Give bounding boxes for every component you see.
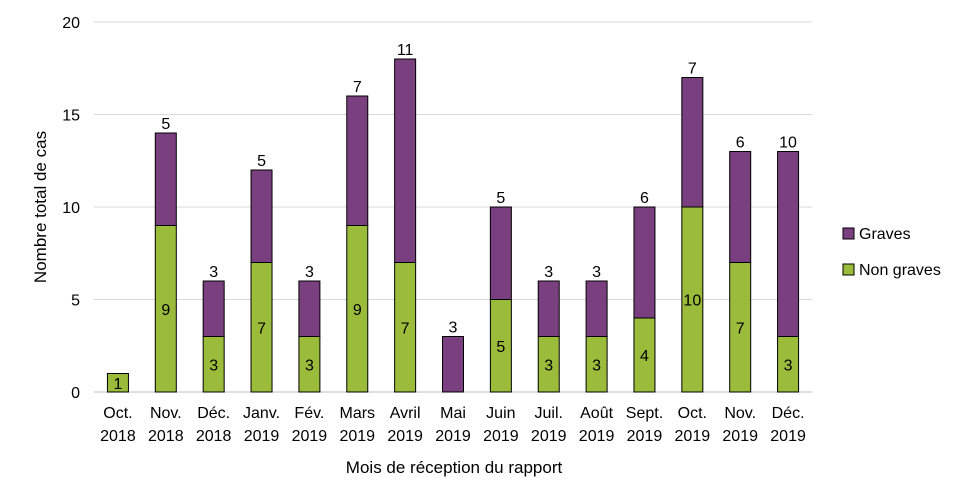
data-label-non-graves: 7 xyxy=(257,320,266,337)
y-tick-label: 0 xyxy=(71,385,80,402)
data-label-non-graves: 9 xyxy=(353,302,362,319)
bar-graves xyxy=(777,151,800,337)
bar-graves xyxy=(489,206,512,300)
legend-swatch xyxy=(842,263,855,276)
x-tick-label-year: 2019 xyxy=(675,428,711,445)
data-label-graves: 3 xyxy=(305,264,314,281)
x-tick-label-year: 2019 xyxy=(387,428,423,445)
data-label-non-graves: 3 xyxy=(592,357,601,374)
bar-graves xyxy=(681,77,704,208)
data-label-graves: 5 xyxy=(161,116,170,133)
x-tick-label-year: 2019 xyxy=(770,428,806,445)
data-label-graves: 5 xyxy=(257,153,266,170)
x-tick-label-year: 2019 xyxy=(435,428,471,445)
x-tick-label-year: 2019 xyxy=(579,428,615,445)
bar-graves xyxy=(298,280,321,337)
data-label-graves: 7 xyxy=(353,79,362,96)
legend-swatch xyxy=(842,227,855,240)
y-tick-labels: 0 5 10 15 20 xyxy=(62,15,80,402)
x-tick-label-month: Avril xyxy=(390,405,421,422)
x-tick-label-year: 2018 xyxy=(148,428,184,445)
x-tick-label-month: Oct. xyxy=(678,405,707,422)
data-label-non-graves: 9 xyxy=(161,302,170,319)
x-tick-labels: Oct. 2018 Nov. 2018 Déc. 2018 Janv. 2019 Fév. 201… xyxy=(100,405,806,445)
x-tick-label-month: Nov. xyxy=(150,405,182,422)
legend: Graves Non graves xyxy=(842,226,941,279)
bars xyxy=(106,58,800,393)
legend-label: Non graves xyxy=(859,262,941,279)
data-label-non-graves: 3 xyxy=(305,357,314,374)
x-tick-label-year: 2019 xyxy=(292,428,328,445)
x-tick-label-month: Déc. xyxy=(197,405,230,422)
x-tick-label-year: 2018 xyxy=(196,428,232,445)
y-tick-label: 15 xyxy=(62,108,80,125)
x-tick-label-year: 2019 xyxy=(339,428,375,445)
x-tick-label-year: 2019 xyxy=(531,428,567,445)
x-tick-label-month: Août xyxy=(580,405,613,422)
bar-graves xyxy=(729,151,752,263)
x-tick-label-year: 2018 xyxy=(100,428,136,445)
bar-graves xyxy=(346,95,369,226)
data-labels: 1 9 5 3 3 7 5 3 3 9 7 7 11 3 5 5 3 3 3 3 4 6 10 7 7 6 3 10 xyxy=(113,42,797,393)
x-tick-label-month: Juin xyxy=(486,405,515,422)
data-label-non-graves: 4 xyxy=(640,348,649,365)
data-label-non-graves: 3 xyxy=(209,357,218,374)
bar-graves xyxy=(394,58,417,263)
y-tick-label: 5 xyxy=(71,293,80,310)
x-tick-label-year: 2019 xyxy=(627,428,663,445)
bar-non-graves xyxy=(106,373,129,393)
data-label-graves: 5 xyxy=(496,190,505,207)
data-label-non-graves: 3 xyxy=(784,357,793,374)
data-label-non-graves: 1 xyxy=(113,376,122,393)
x-axis-title: Mois de réception du rapport xyxy=(346,458,563,477)
x-tick-label-year: 2019 xyxy=(722,428,758,445)
x-tick-label-month: Oct. xyxy=(103,405,132,422)
x-tick-label-month: Mars xyxy=(339,405,375,422)
legend-label: Graves xyxy=(859,226,911,243)
x-tick-label-month: Déc. xyxy=(772,405,805,422)
bar-graves xyxy=(154,132,177,226)
data-label-graves: 11 xyxy=(397,42,414,59)
x-tick-label-month: Sept. xyxy=(626,405,663,422)
data-label-graves: 3 xyxy=(592,264,601,281)
bar-graves xyxy=(202,280,225,337)
data-label-non-graves: 5 xyxy=(496,339,505,356)
data-label-graves: 3 xyxy=(544,264,553,281)
x-tick-label-month: Juil. xyxy=(535,405,563,422)
data-label-graves: 6 xyxy=(736,135,745,152)
bar-graves xyxy=(537,280,560,337)
bar-graves xyxy=(585,280,608,337)
bar-graves xyxy=(442,336,464,393)
data-label-graves: 3 xyxy=(209,264,218,281)
x-tick-label-year: 2019 xyxy=(244,428,280,445)
bar-graves xyxy=(633,206,656,319)
data-label-graves: 6 xyxy=(640,190,649,207)
data-label-non-graves: 3 xyxy=(544,357,553,374)
data-label-non-graves: 10 xyxy=(683,293,701,310)
x-tick-label-month: Mai xyxy=(440,405,466,422)
data-label-graves: 3 xyxy=(449,320,458,337)
gridlines xyxy=(94,21,812,300)
data-label-non-graves: 7 xyxy=(401,320,410,337)
data-label-graves: 10 xyxy=(779,135,797,152)
x-tick-label-month: Nov. xyxy=(724,405,756,422)
bar-graves xyxy=(250,169,273,263)
data-label-non-graves: 7 xyxy=(736,320,745,337)
y-axis-title: Nombre total de cas xyxy=(31,131,50,283)
x-tick-label-month: Janv. xyxy=(243,405,280,422)
x-tick-label-year: 2019 xyxy=(483,428,519,445)
y-tick-label: 20 xyxy=(62,15,80,32)
data-label-graves: 7 xyxy=(688,61,697,78)
y-tick-label: 10 xyxy=(62,200,80,217)
x-tick-label-month: Fév. xyxy=(294,405,324,422)
